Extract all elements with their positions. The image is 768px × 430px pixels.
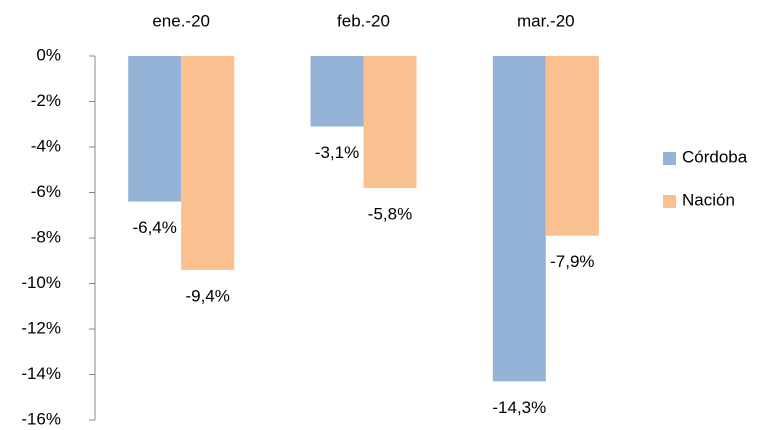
bar	[310, 56, 364, 127]
value-label: -6,4%	[132, 218, 176, 237]
legend-swatch	[663, 195, 676, 208]
value-label: -14,3%	[492, 398, 546, 417]
bar	[128, 56, 182, 202]
y-tick-label: -10%	[21, 273, 61, 292]
y-tick-label: -12%	[21, 318, 61, 337]
value-label: -5,8%	[368, 204, 412, 223]
bar	[363, 56, 417, 188]
value-label: -9,4%	[185, 286, 229, 305]
legend-swatch	[663, 152, 676, 165]
value-label: -7,9%	[550, 252, 594, 271]
value-label: -3,1%	[315, 143, 359, 162]
y-tick-label: -2%	[31, 91, 61, 110]
bar	[492, 56, 546, 382]
bar	[181, 56, 235, 270]
x-tick-label: feb.-20	[337, 11, 390, 30]
bar	[545, 56, 599, 236]
legend-label: Córdoba	[682, 147, 748, 166]
y-tick-label: -4%	[31, 136, 61, 155]
x-tick-label: mar.-20	[517, 11, 575, 30]
y-tick-label: -14%	[21, 364, 61, 383]
x-tick-label: ene.-20	[152, 11, 210, 30]
y-tick-label: 0%	[36, 45, 61, 64]
y-tick-label: -16%	[21, 409, 61, 428]
y-tick-label: -8%	[31, 227, 61, 246]
legend-label: Nación	[682, 190, 735, 209]
y-tick-label: -6%	[31, 182, 61, 201]
